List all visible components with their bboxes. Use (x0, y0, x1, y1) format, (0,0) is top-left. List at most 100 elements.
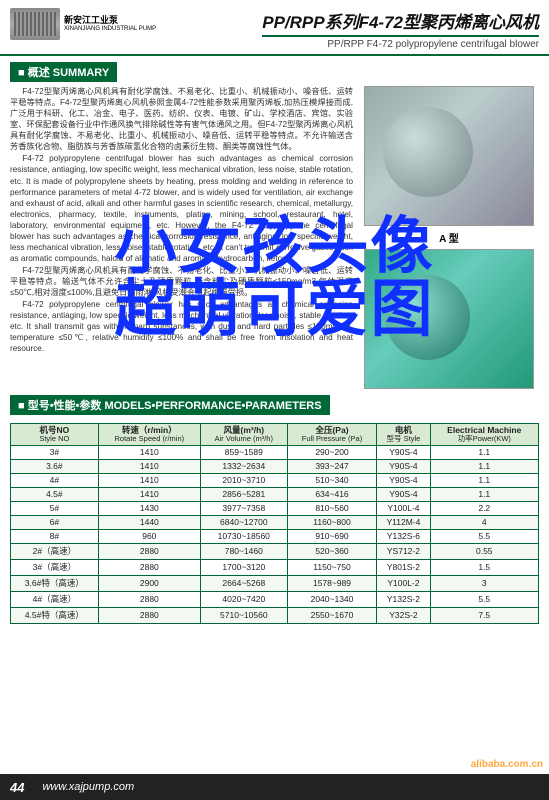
summary-p4: F4-72 polypropylene centrifugal blower h… (10, 299, 353, 354)
table-cell: 7.5 (430, 607, 538, 623)
brand-name-en: XINANJIANG INDUSTRIAL PUMP (64, 26, 156, 33)
source-watermark: alibaba.com.cn (471, 759, 543, 770)
table-cell: Y90S-4 (377, 487, 430, 501)
image-caption-a: A 型 (439, 230, 459, 245)
table-cell: 3977~7358 (200, 501, 287, 515)
table-cell: 2550~1670 (287, 607, 377, 623)
table-row: 5#14303977~7358810~560Y100L-42.2 (11, 501, 539, 515)
table-row: 3.6#特（高速）29002664~52681578~989Y100L-23 (11, 575, 539, 591)
table-body: 3#1410859~1589290~200Y90S-41.13.6#141013… (11, 445, 539, 623)
table-cell: 4# (11, 473, 99, 487)
table-header-cell: 风量(m³/h)Air Volume (m³/h) (200, 424, 287, 446)
summary-area: F4-72型聚丙烯离心风机具有耐化学腐蚀、不易老化、比重小、机械振动小、噪音低、… (10, 86, 539, 389)
table-cell: 1.1 (430, 459, 538, 473)
table-row: 6#14406840~127001160~800Y112M-44 (11, 515, 539, 529)
brand-logo: 新安江工业泵 XINANJIANG INDUSTRIAL PUMP (10, 8, 156, 40)
table-cell: 6# (11, 515, 99, 529)
table-cell: 1150~750 (287, 559, 377, 575)
table-cell: 1332~2634 (200, 459, 287, 473)
params-table-wrap: 机号NOStyle NO转速（r/min）Rotate Speed (r/min… (10, 423, 539, 624)
table-header-cell: 转速（r/min）Rotate Speed (r/min) (98, 424, 200, 446)
table-cell: 2880 (98, 559, 200, 575)
table-cell: 5.5 (430, 591, 538, 607)
table-row: 2#（高速）2880780~1460520~360YS712-20.55 (11, 543, 539, 559)
summary-body: F4-72型聚丙烯离心风机具有耐化学腐蚀、不易老化、比重小、机械振动小、噪音低、… (0, 86, 549, 389)
table-cell: 2#（高速） (11, 543, 99, 559)
table-cell: 2880 (98, 591, 200, 607)
table-header-row: 机号NOStyle NO转速（r/min）Rotate Speed (r/min… (11, 424, 539, 446)
table-cell: 2040~1340 (287, 591, 377, 607)
table-cell: 1410 (98, 487, 200, 501)
page-number: 44 (10, 780, 24, 795)
table-cell: 1.1 (430, 445, 538, 459)
table-cell: 1410 (98, 459, 200, 473)
params-heading: ■ 型号•性能•参数 MODELS•PERFORMANCE•PARAMETERS (10, 395, 330, 415)
image-column: A 型 (359, 86, 539, 389)
summary-p3: F4-72型聚丙烯离心风机具有耐化学腐蚀、不易老化、比重小、机械振动小、噪音低、… (10, 265, 353, 298)
table-row: 4.5#14102856~5281634~416Y90S-41.1 (11, 487, 539, 501)
table-cell: 1410 (98, 445, 200, 459)
table-cell: 2010~3710 (200, 473, 287, 487)
table-cell: 780~1460 (200, 543, 287, 559)
product-title-en: PP/RPP F4-72 polypropylene centrifugal b… (262, 39, 539, 50)
table-cell: 1160~800 (287, 515, 377, 529)
table-cell: 1440 (98, 515, 200, 529)
summary-p1: F4-72型聚丙烯离心风机具有耐化学腐蚀、不易老化、比重小、机械振动小、噪音低、… (10, 86, 353, 152)
table-cell: 393~247 (287, 459, 377, 473)
table-cell: Y90S-4 (377, 473, 430, 487)
product-image-a (364, 86, 534, 226)
table-row: 3#（高速）28801700~31201150~750Y801S-21.5 (11, 559, 539, 575)
table-cell: Y100L-4 (377, 501, 430, 515)
pump-icon (10, 8, 60, 40)
table-row: 4#（高速）28804020~74202040~1340Y132S-25.5 (11, 591, 539, 607)
title-block: PP/RPP系列F4-72型聚丙烯离心风机 PP/RPP F4-72 polyp… (262, 8, 539, 50)
table-cell: Y132S-2 (377, 591, 430, 607)
table-cell: 0.55 (430, 543, 538, 559)
table-cell: 3.6# (11, 459, 99, 473)
table-cell: 4#（高速） (11, 591, 99, 607)
table-row: 8#96010730~18560910~690Y132S-65.5 (11, 529, 539, 543)
brand-name-zh: 新安江工业泵 (64, 16, 156, 26)
table-cell: 2880 (98, 543, 200, 559)
table-header-cell: 机号NOStyle NO (11, 424, 99, 446)
table-cell: 859~1589 (200, 445, 287, 459)
table-row: 3#1410859~1589290~200Y90S-41.1 (11, 445, 539, 459)
table-cell: 3# (11, 445, 99, 459)
product-image-b (364, 249, 534, 389)
table-cell: Y32S-2 (377, 607, 430, 623)
table-cell: 4020~7420 (200, 591, 287, 607)
table-cell: Y90S-4 (377, 445, 430, 459)
table-cell: Y132S-6 (377, 529, 430, 543)
summary-text: F4-72型聚丙烯离心风机具有耐化学腐蚀、不易老化、比重小、机械振动小、噪音低、… (10, 86, 353, 389)
table-row: 3.6#14101332~2634393~247Y90S-41.1 (11, 459, 539, 473)
table-cell: 4 (430, 515, 538, 529)
table-cell: 960 (98, 529, 200, 543)
table-cell: Y112M-4 (377, 515, 430, 529)
table-cell: 1430 (98, 501, 200, 515)
page-header: 新安江工业泵 XINANJIANG INDUSTRIAL PUMP PP/RPP… (0, 0, 549, 56)
table-header-cell: 电机型号 Style (377, 424, 430, 446)
table-header-cell: 全压(Pa)Full Pressure (Pa) (287, 424, 377, 446)
table-cell: 1410 (98, 473, 200, 487)
product-title-zh: PP/RPP系列F4-72型聚丙烯离心风机 (262, 8, 539, 33)
table-header-cell: Electrical Machine功率Power(KW) (430, 424, 538, 446)
table-cell: 6840~12700 (200, 515, 287, 529)
table-cell: 1.1 (430, 487, 538, 501)
page-footer: 44 www.xajpump.com (0, 774, 549, 800)
table-cell: 4.5# (11, 487, 99, 501)
table-cell: 2856~5281 (200, 487, 287, 501)
table-cell: Y100L-2 (377, 575, 430, 591)
table-cell: 10730~18560 (200, 529, 287, 543)
table-cell: 1.5 (430, 559, 538, 575)
table-cell: 520~360 (287, 543, 377, 559)
table-cell: 5.5 (430, 529, 538, 543)
summary-p2: F4-72 polypropylene centrifugal blower h… (10, 153, 353, 264)
table-row: 4.5#特（高速）28805710~105602550~1670Y32S-27.… (11, 607, 539, 623)
table-cell: Y801S-2 (377, 559, 430, 575)
table-cell: 1578~989 (287, 575, 377, 591)
table-cell: 910~690 (287, 529, 377, 543)
table-row: 4#14102010~3710510~340Y90S-41.1 (11, 473, 539, 487)
table-cell: YS712-2 (377, 543, 430, 559)
table-cell: Y90S-4 (377, 459, 430, 473)
table-cell: 8# (11, 529, 99, 543)
